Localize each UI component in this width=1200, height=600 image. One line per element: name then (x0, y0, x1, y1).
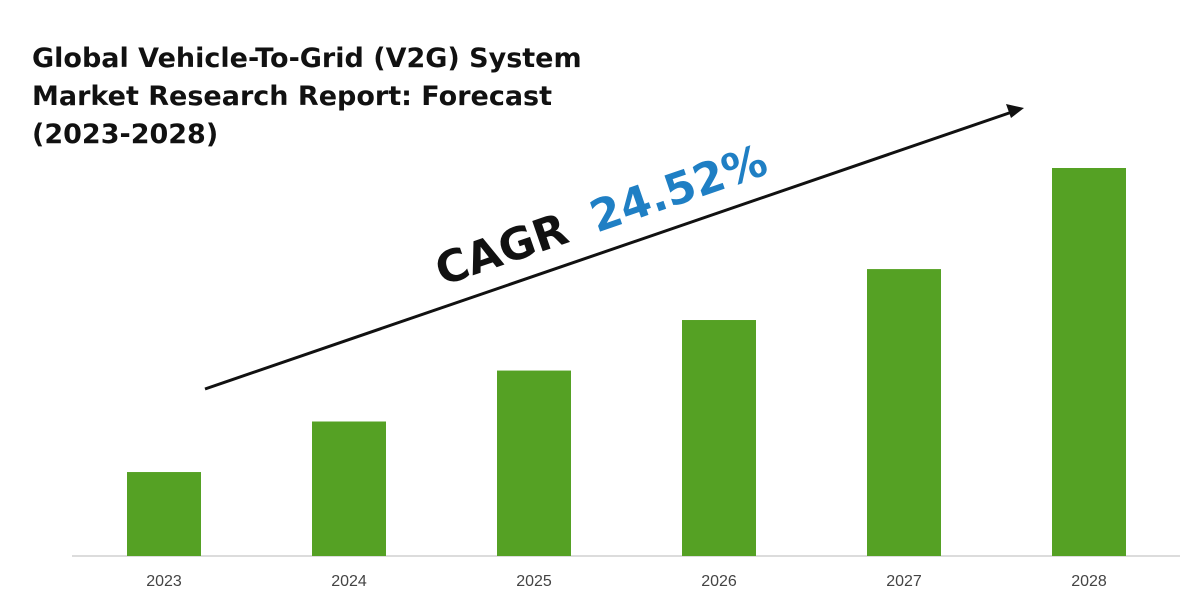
cagr-prefix: CAGR (429, 204, 575, 297)
x-tick-2026: 2026 (701, 573, 737, 590)
bar-2024 (312, 421, 386, 556)
cagr-annotation: CAGR 24.52% (429, 135, 774, 296)
x-tick-2024: 2024 (331, 573, 367, 590)
bar-2025 (497, 370, 571, 556)
x-tick-2027: 2027 (886, 573, 922, 590)
bar-2023 (127, 472, 201, 556)
x-tick-2025: 2025 (516, 573, 552, 590)
arrow-head-icon (1006, 104, 1024, 118)
bar-2028 (1052, 168, 1126, 556)
bars-group (127, 168, 1126, 556)
x-tick-labels: 2023 2024 2025 2026 2027 2028 (146, 573, 1107, 590)
x-tick-2023: 2023 (146, 573, 182, 590)
bar-2027 (867, 269, 941, 556)
bar-2026 (682, 320, 756, 556)
trend-arrow-line (204, 110, 1013, 391)
chart-title: Global Vehicle-To-Grid (V2G) System Mark… (32, 43, 582, 150)
x-tick-2028: 2028 (1071, 573, 1107, 590)
